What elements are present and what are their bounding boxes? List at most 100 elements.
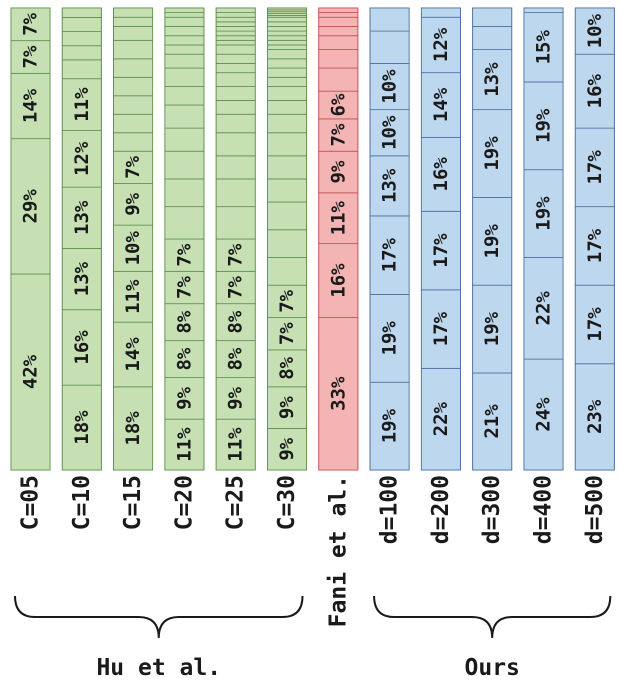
segment-label: 11%	[122, 279, 144, 314]
bar-segment	[215, 86, 256, 101]
bar-column-12: 23% 17% 17% 17% 16% 10% d=500	[574, 7, 615, 544]
bar-segment	[318, 150, 359, 194]
bar-segment	[61, 31, 102, 47]
bar-segment	[113, 58, 153, 78]
segment-label: 42%	[20, 354, 42, 389]
bar-segment	[113, 224, 153, 272]
bar-segment	[164, 7, 205, 14]
bar-segment	[61, 186, 102, 249]
bar-segment	[113, 26, 153, 41]
bar-segment	[472, 109, 513, 198]
bar-segment	[420, 7, 461, 18]
bar-segment	[215, 21, 256, 27]
bar-segment	[215, 53, 256, 64]
bar-segment	[164, 44, 205, 55]
group-brace	[373, 595, 612, 639]
bar-column-10: 21% 19% 19% 19% 13% d=300	[472, 7, 513, 544]
bar-segment	[164, 238, 205, 272]
bar-segment	[164, 53, 205, 69]
column-label: C=25	[223, 475, 249, 530]
segment-label: 9%	[173, 386, 195, 409]
bar-column-6: 9% 9% 8% 7% 7% C=30	[267, 7, 307, 530]
bar-column-4: 11% 9% 8% 8% 7% 7% C=20	[164, 7, 205, 530]
bar-segment	[164, 127, 205, 152]
bar-segment	[267, 7, 307, 11]
bar-segment	[215, 44, 256, 55]
segment-label: 13%	[481, 62, 503, 97]
segment-label: 14%	[430, 87, 452, 122]
segment-label: 11%	[173, 427, 195, 462]
bar-segment	[523, 169, 564, 258]
bar-segment	[10, 273, 51, 471]
bar-segment	[215, 238, 256, 272]
bar-segment	[267, 86, 307, 101]
bar-segment	[215, 303, 256, 342]
bar-segment	[164, 104, 205, 129]
bar-segment	[267, 67, 307, 78]
bar-segment	[472, 26, 513, 50]
bar-segment	[267, 21, 307, 27]
segment-label: 11%	[225, 427, 247, 462]
segment-label: 21%	[481, 404, 503, 439]
column-label: d=200	[428, 475, 454, 544]
bar-segment	[215, 377, 256, 420]
bar-segment	[369, 7, 410, 32]
bar-segment	[318, 7, 359, 14]
segment-label: 12%	[71, 141, 93, 176]
column-label: C=30	[274, 475, 300, 530]
bar-segment	[113, 150, 153, 184]
column-label: C=15	[120, 475, 146, 530]
bar-column-1: 42% 29% 14% 7% 7% C=05	[10, 7, 51, 530]
bar-segment	[215, 30, 256, 37]
column-label: C=05	[18, 475, 44, 530]
bar-segment	[164, 67, 205, 87]
segment-label: 17%	[430, 311, 452, 346]
segment-label: 17%	[379, 237, 401, 272]
segment-label: 22%	[430, 401, 452, 436]
bar-segment	[215, 26, 256, 32]
column-label: C=20	[171, 475, 197, 530]
bar-segment	[61, 17, 102, 32]
bar-segment	[267, 428, 307, 471]
segment-label: 12%	[430, 27, 452, 62]
bar-segment	[215, 206, 256, 240]
bar-column-3: 18% 14% 11% 10% 9% 7% C=15	[113, 7, 154, 530]
bar-segment	[472, 49, 513, 111]
bar-segment	[420, 210, 461, 291]
segment-label: 7%	[327, 123, 349, 146]
segment-label: 14%	[20, 88, 42, 123]
bar-segment	[420, 72, 461, 138]
segment-label: 22%	[533, 291, 555, 326]
segment-label: 9%	[276, 396, 298, 419]
column-label: Fani et al.	[325, 475, 351, 627]
segment-label: 6%	[327, 93, 349, 116]
segment-label: 9%	[276, 437, 298, 460]
segment-label: 7%	[20, 45, 42, 68]
segment-label: 10%	[379, 69, 401, 104]
segment-label: 19%	[481, 224, 503, 259]
segment-label: 7%	[225, 276, 247, 299]
bar-segment	[61, 7, 102, 18]
bar-segment	[318, 243, 359, 318]
bar-segment	[61, 78, 102, 131]
bar-segment	[318, 12, 359, 18]
bar-segment	[472, 197, 513, 286]
segment-label: 7%	[276, 289, 298, 312]
bar-segment	[523, 7, 564, 14]
segment-label: 9%	[225, 386, 247, 409]
bar-segment	[113, 386, 153, 471]
bar-segment	[164, 150, 205, 180]
segment-label: 7%	[276, 322, 298, 345]
segment-label: 24%	[533, 397, 555, 432]
segment-label: 11%	[71, 87, 93, 122]
bar-segment	[472, 372, 513, 471]
bar-segment	[164, 86, 205, 106]
bar-segment	[369, 30, 410, 64]
bar-segment	[267, 257, 307, 286]
bar-segment	[215, 418, 256, 471]
bar-segment	[164, 270, 205, 305]
bar-segment	[215, 100, 256, 115]
bar-segment	[267, 39, 307, 46]
segment-label: 19%	[481, 136, 503, 171]
bar-segment	[164, 35, 205, 46]
